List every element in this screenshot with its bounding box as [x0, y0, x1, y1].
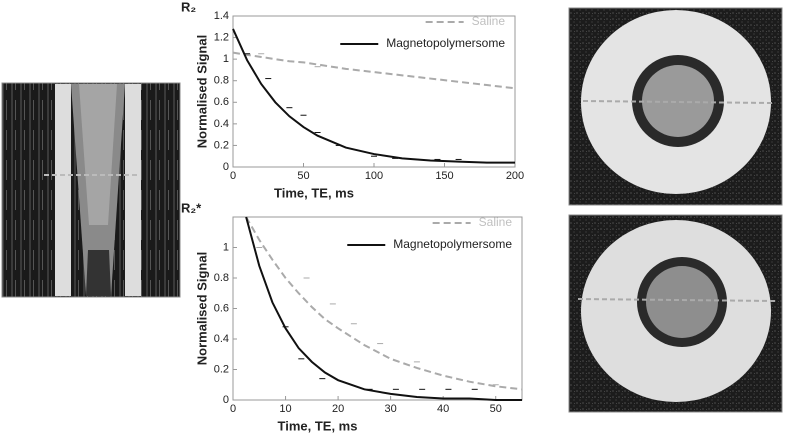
x-tick-label: 50 — [297, 170, 309, 182]
y-tick-label: 0.8 — [214, 75, 229, 87]
right-image-bottom — [568, 214, 783, 413]
x-tick-label: 0 — [230, 170, 236, 182]
series-line — [245, 216, 523, 391]
y-tick-label: 0.6 — [214, 302, 229, 314]
legend-label: Saline — [472, 14, 506, 28]
y-tick-label: 1.2 — [214, 31, 229, 43]
y-tick-label: 0.2 — [214, 139, 229, 151]
chart-title: R₂ — [181, 0, 196, 14]
y-tick-label: 0 — [223, 394, 229, 406]
chart: R₂ Time, TE, ms Normalised Signal 0 50 100 150… — [181, 0, 524, 200]
x-tick-label: 100 — [365, 170, 383, 182]
y-tick-label: 0.6 — [214, 96, 229, 108]
x-tick-label: 20 — [332, 403, 344, 415]
y-tick-label: 0.4 — [214, 118, 229, 130]
x-axis-label: Time, TE, ms — [278, 418, 358, 433]
y-tick-label: 1 — [223, 241, 229, 253]
y-tick-label: 0.2 — [214, 363, 229, 375]
x-tick-label: 150 — [435, 170, 453, 182]
y-axis-label: Normalised Signal — [194, 252, 209, 365]
left-image — [1, 82, 181, 298]
x-tick-label: 30 — [385, 403, 397, 415]
series-line — [232, 28, 515, 164]
x-tick-label: 10 — [279, 403, 291, 415]
chart-title: R₂* — [181, 200, 202, 215]
x-tick-label: 0 — [230, 403, 236, 415]
series-line — [245, 216, 522, 401]
legend-label: Magnetopolymersome — [393, 237, 512, 251]
x-tick-label: 200 — [506, 170, 524, 182]
legend-label: Saline — [479, 215, 513, 229]
y-axis-label: Normalised Signal — [194, 35, 209, 148]
legend-label: Magnetopolymersome — [386, 36, 505, 50]
x-tick-label: 50 — [490, 403, 502, 415]
y-tick-label: 0.4 — [214, 333, 229, 345]
y-tick-label: 0 — [223, 161, 229, 173]
y-tick-label: 0.8 — [214, 272, 229, 284]
y-tick-label: 1 — [223, 53, 229, 65]
series-line — [232, 51, 516, 90]
x-axis-label: Time, TE, ms — [274, 185, 354, 200]
x-tick-label: 40 — [437, 403, 449, 415]
y-tick-label: 1.4 — [214, 10, 229, 22]
right-image-top — [568, 7, 783, 206]
